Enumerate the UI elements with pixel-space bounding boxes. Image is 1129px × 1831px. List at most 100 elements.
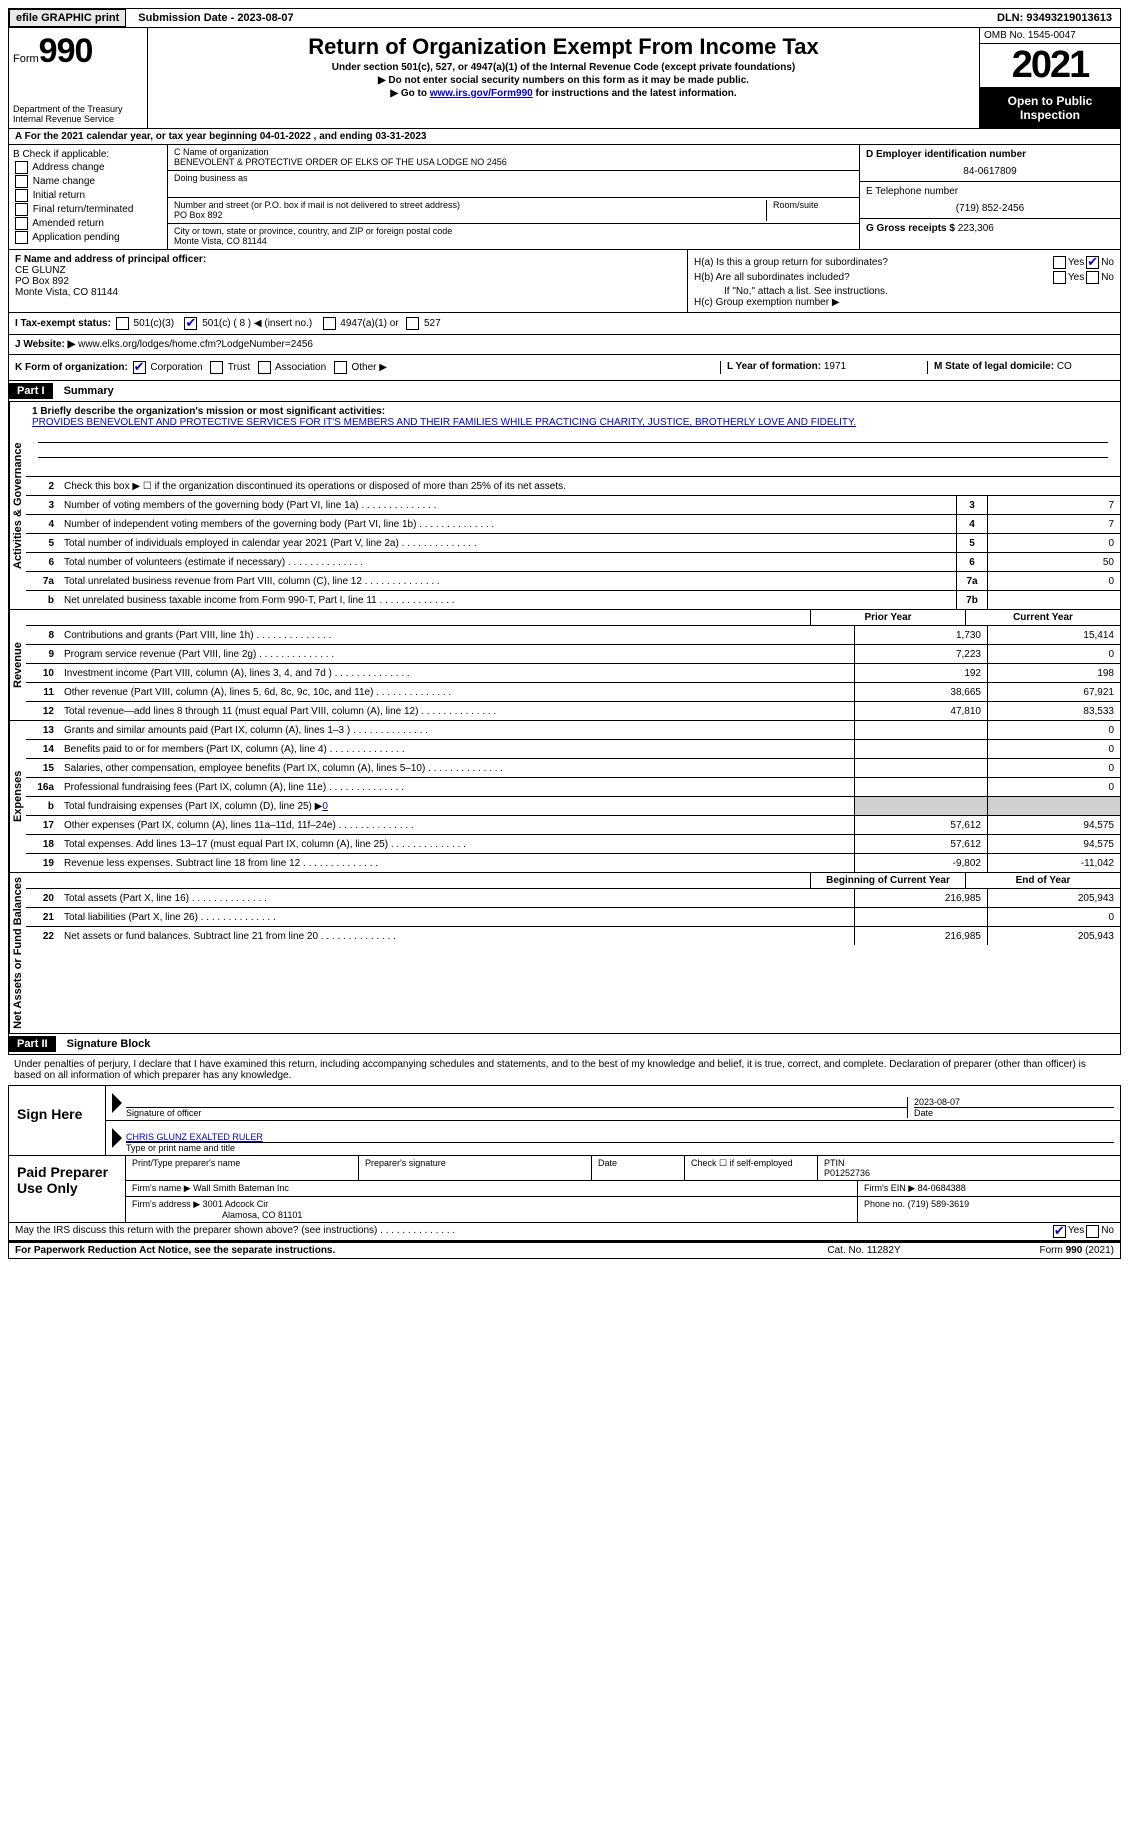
prior-value: 57,612 [854,835,987,853]
officer-label: F Name and address of principal officer: [15,254,206,265]
prior-value [854,759,987,777]
cat-no: Cat. No. 11282Y [764,1245,964,1256]
ha-yes-checkbox[interactable] [1053,256,1066,269]
line-value: 0 [987,534,1120,552]
form-header: Form990 Department of the Treasury Inter… [8,28,1121,129]
revenue-side-label: Revenue [9,610,26,720]
firm-ein-label: Firm's EIN ▶ [864,1183,915,1193]
line-desc: Total liabilities (Part X, line 26) [60,910,854,925]
line-desc: Total fundraising expenses (Part IX, col… [60,799,854,814]
line-desc: Number of independent voting members of … [60,517,956,532]
line-desc: Program service revenue (Part VIII, line… [60,647,854,662]
current-value: 0 [987,740,1120,758]
line-desc: Net unrelated business taxable income fr… [60,593,956,608]
line-value: 7 [987,515,1120,533]
line-value [987,591,1120,609]
hb-no-checkbox[interactable] [1086,271,1099,284]
paid-preparer-section: Paid Preparer Use Only Print/Type prepar… [8,1156,1121,1223]
officer-addr2: Monte Vista, CO 81144 [15,287,118,298]
netassets-section: Net Assets or Fund Balances Beginning of… [8,873,1121,1034]
dba-label: Doing business as [174,173,853,183]
row-j: J Website: ▶ www.elks.org/lodges/home.cf… [8,335,1121,355]
netassets-side-label: Net Assets or Fund Balances [9,873,26,1033]
domicile-label: M State of legal domicile: [934,361,1057,372]
501c3-checkbox[interactable] [116,317,129,330]
section-fh: F Name and address of principal officer:… [8,250,1121,313]
telephone: (719) 852-2456 [866,203,1114,214]
discuss-row: May the IRS discuss this return with the… [8,1223,1121,1241]
prior-year-header: Prior Year [810,610,965,625]
4947-checkbox[interactable] [323,317,336,330]
dln: DLN: 93493219013613 [989,10,1120,26]
discuss-no-checkbox[interactable] [1086,1225,1099,1238]
org-name: BENEVOLENT & PROTECTIVE ORDER OF ELKS OF… [174,157,853,167]
officer-print-name: CHRIS GLUNZ EXALTED RULER [126,1132,1114,1142]
gross-receipts: 223,306 [958,223,994,234]
current-value: 15,414 [987,626,1120,644]
website-url: www.elks.org/lodges/home.cfm?LodgeNumber… [78,339,313,350]
prior-value: 38,665 [854,683,987,701]
current-value: 198 [987,664,1120,682]
ptin-label: PTIN [824,1158,845,1168]
prior-value: -9,802 [854,854,987,872]
ein-label: D Employer identification number [866,149,1114,160]
begin-year-header: Beginning of Current Year [810,873,965,888]
address-change-checkbox[interactable] [15,161,28,174]
trust-checkbox[interactable] [210,361,223,374]
section-bcd: B Check if applicable: Address change Na… [8,145,1121,250]
subtitle-2: ▶ Do not enter social security numbers o… [152,75,975,86]
firm-addr1: 3001 Adcock Cir [203,1199,269,1209]
line-desc: Total number of volunteers (estimate if … [60,555,956,570]
address: PO Box 892 [174,210,766,220]
ha-no-checkbox[interactable] [1086,256,1099,269]
preparer-name-label: Print/Type preparer's name [126,1156,359,1180]
corp-checkbox[interactable] [133,361,146,374]
other-checkbox[interactable] [334,361,347,374]
final-return-checkbox[interactable] [15,203,28,216]
activities-side-label: Activities & Governance [9,402,26,609]
501c-checkbox[interactable] [184,317,197,330]
current-value: 67,921 [987,683,1120,701]
form-title: Return of Organization Exempt From Incom… [152,34,975,60]
current-value: 0 [987,645,1120,663]
firm-addr-label: Firm's address ▶ [132,1199,200,1209]
row-i: I Tax-exempt status: 501(c)(3) 501(c) ( … [8,313,1121,335]
city-label: City or town, state or province, country… [174,226,853,236]
line-desc: Number of voting members of the governin… [60,498,956,513]
line-desc: Investment income (Part VIII, column (A)… [60,666,854,681]
line-desc: Total assets (Part X, line 16) [60,891,854,906]
prior-value: 1,730 [854,626,987,644]
initial-return-checkbox[interactable] [15,189,28,202]
begin-value [854,908,987,926]
end-value: 205,943 [987,889,1120,907]
open-to-public: Open to Public Inspection [980,88,1120,128]
name-change-checkbox[interactable] [15,175,28,188]
expenses-section: Expenses 13Grants and similar amounts pa… [8,721,1121,873]
tax-year: 2021 [980,44,1120,88]
preparer-sig-label: Preparer's signature [359,1156,592,1180]
discuss-yes-checkbox[interactable] [1053,1225,1066,1238]
year-formation-label: L Year of formation: [727,361,824,372]
prior-value [854,740,987,758]
hb-yes-checkbox[interactable] [1053,271,1066,284]
current-value: 0 [987,759,1120,777]
line-desc: Total unrelated business revenue from Pa… [60,574,956,589]
application-pending-checkbox[interactable] [15,231,28,244]
amended-return-checkbox[interactable] [15,217,28,230]
ptin: P01252736 [824,1168,870,1178]
efile-print-button[interactable]: efile GRAPHIC print [9,9,126,27]
ein: 84-0617809 [866,166,1114,177]
row-k: K Form of organization: Corporation Trus… [8,355,1121,381]
527-checkbox[interactable] [406,317,419,330]
sign-arrow-icon [112,1128,122,1148]
form990-link[interactable]: www.irs.gov/Form990 [430,88,533,99]
omb-number: OMB No. 1545-0047 [980,28,1120,44]
prior-value [854,778,987,796]
assoc-checkbox[interactable] [258,361,271,374]
sign-arrow-icon [112,1093,122,1113]
address-label: Number and street (or P.O. box if mail i… [174,200,766,210]
hb-label: H(b) Are all subordinates included? [694,272,1051,283]
city: Monte Vista, CO 81144 [174,236,853,246]
line-desc: Other revenue (Part VIII, column (A), li… [60,685,854,700]
part1-header: Part I [9,383,53,399]
